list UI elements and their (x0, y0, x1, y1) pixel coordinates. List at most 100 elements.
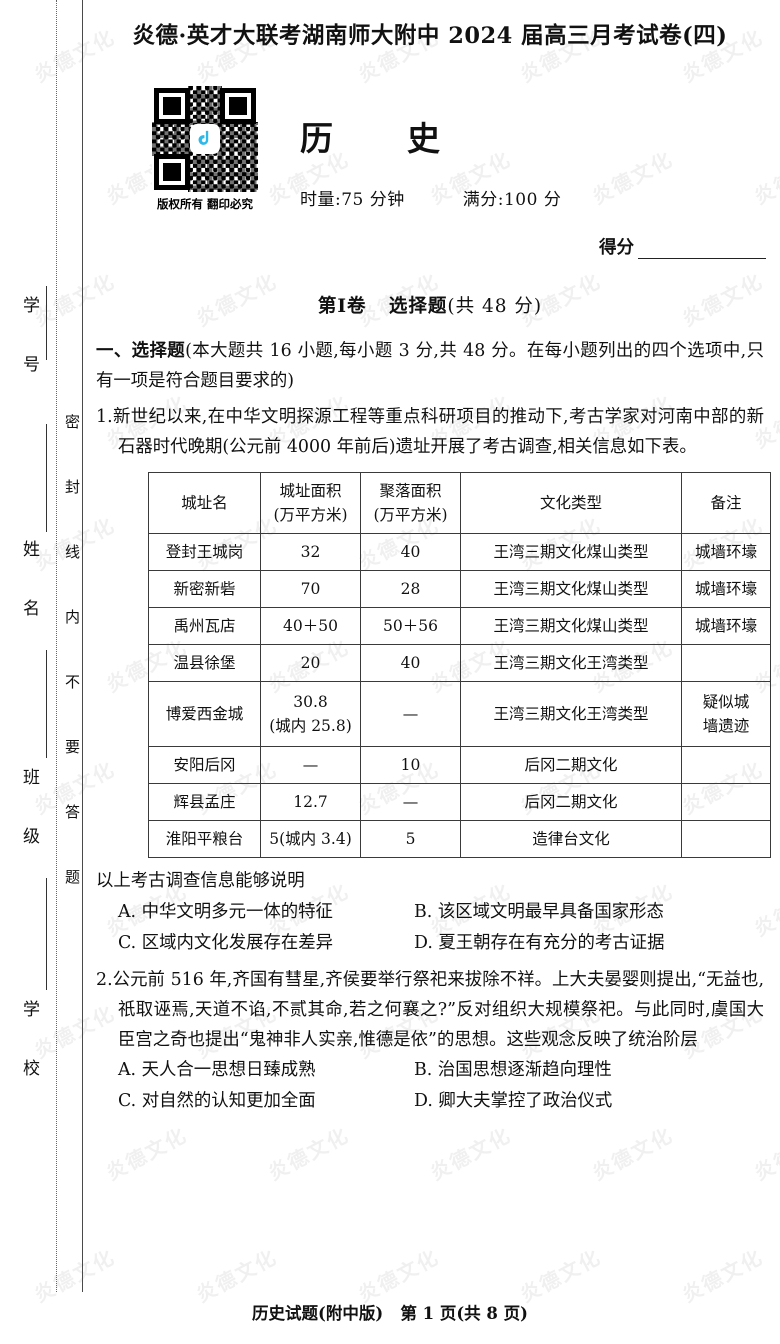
watermark-text: 炎德文化 (426, 1122, 516, 1186)
table-cell-city-area: 30.8 (城内 25.8) (260, 681, 361, 747)
table-cell-site: 登封王城岗 (148, 533, 261, 571)
exam-duration: 时量:75 分钟 (300, 190, 405, 210)
sidebar-field-school: 学 校 (19, 1000, 39, 1087)
table-header: 城址名 城址面积 (万平方米) 聚落面积 (万平方米) 文化类型 备注 (148, 472, 771, 534)
table-header-note-l1: 备注 (710, 494, 742, 512)
question-1-lead: 以上考古调查信息能够说明 (96, 871, 305, 891)
big-question-one: 一、选择题(本大题共 16 小题,每小题 3 分,共 48 分。在每小题列出的四… (96, 336, 764, 396)
page-title: 炎德·英才大联考湖南师大附中 2024 届高三月考试卷(四) (132, 23, 728, 49)
question-1-option-b[interactable]: B. 该区域文明最早具备国家形态 (414, 902, 664, 922)
table-header-city-area: 城址面积 (万平方米) (260, 472, 361, 534)
copyright-notice: 版权所有 翻印必究 (156, 197, 253, 211)
table-row: 登封王城岗 32 40 王湾三期文化煤山类型 城墙环壕 (148, 533, 771, 571)
footer-page-info: 第 1 页(共 8 页) (400, 1304, 528, 1323)
table-header-row: 城址名 城址面积 (万平方米) 聚落面积 (万平方米) 文化类型 备注 (148, 472, 771, 534)
question-2-option-row-2: C. 对自然的认知更加全面 D. 卿大夫掌控了政治仪式 (96, 1086, 764, 1117)
table-cell-settlement-area: 28 (360, 570, 461, 608)
qr-finder-icon-top-left (154, 88, 190, 124)
question-2-stem: 公元前 516 年,齐国有彗星,齐侯要举行祭祀来拔除不祥。上大夫晏婴则提出,“无… (112, 970, 764, 1050)
question-2-option-d[interactable]: D. 卿大夫掌控了政治仪式 (414, 1091, 613, 1111)
question-2-option-c[interactable]: C. 对自然的认知更加全面 (118, 1091, 316, 1111)
question-2-option-a[interactable]: A. 天人合一思想日臻成熟 (118, 1060, 316, 1080)
table-cell-settlement-area: — (360, 681, 461, 747)
binding-dotted-rule (56, 0, 57, 1292)
sidebar-rule-student-id (46, 286, 47, 360)
question-1-option-c[interactable]: C. 区域内文化发展存在差异 (118, 933, 334, 953)
question-1-stem-wrap: 1.新世纪以来,在中华文明探源工程等重点科研项目的推动下,考古学家对河南中部的新… (96, 402, 764, 462)
table-row: 安阳后冈 —10 后冈二期文化 (148, 746, 771, 784)
archaeology-table: 城址名 城址面积 (万平方米) 聚落面积 (万平方米) 文化类型 备注 (148, 472, 771, 858)
part-one-name: 选择题 (388, 296, 448, 317)
subject-title: 历史 (300, 112, 442, 160)
table-cell-culture: 王湾三期文化煤山类型 (460, 570, 682, 608)
qr-finder-icon-bottom-left (154, 154, 190, 190)
sidebar-rule-name (46, 424, 47, 532)
binding-solid-rule (82, 0, 83, 1292)
watermark-text: 炎德文化 (588, 1122, 678, 1186)
table-row: 新密新砦 70 28 王湾三期文化煤山类型 城墙环壕 (148, 570, 771, 608)
table-cell-site: 禹州瓦店 (148, 607, 261, 645)
table-cell-city-area: 20 (260, 644, 361, 682)
table-cell-note: 疑似城 墙遗迹 (681, 681, 771, 747)
page-footer: 历史试题(附中版) 第 1 页(共 8 页) (0, 1300, 780, 1324)
table-cell-note (681, 746, 771, 784)
table-cell-settlement-area: 10 (360, 746, 461, 784)
watermark-text: 炎德文化 (516, 1244, 606, 1308)
subject-char-2: 史 (407, 119, 442, 158)
watermark-text: 炎德文化 (750, 146, 780, 210)
table-body: 登封王城岗 32 40 王湾三期文化煤山类型 城墙环壕 新密新砦 70 28 王湾三期文化煤山类… (148, 533, 771, 858)
exam-total-score: 满分:100 分 (462, 190, 562, 210)
question-1-stem: 新世纪以来,在中华文明探源工程等重点科研项目的推动下,考古学家对河南中部的新石器… (112, 407, 764, 457)
table-header-settlement-area-l2: (万平方米) (373, 506, 448, 524)
footer-paper-name: 历史试题(附中版) (252, 1304, 384, 1323)
table-row: 辉县孟庄 12.7— 后冈二期文化 (148, 783, 771, 821)
part-one-score: (共 48 分) (447, 296, 543, 317)
table-cell-culture: 王湾三期文化煤山类型 (460, 607, 682, 645)
main-content: 第Ⅰ卷 选择题(共 48 分) 一、选择题(本大题共 16 小题,每小题 3 分… (96, 292, 771, 1117)
question-2-option-b[interactable]: B. 治国思想逐渐趋向理性 (414, 1060, 612, 1080)
table-cell-city-area: 40＋50 (260, 607, 361, 645)
table-cell-culture: 造律台文化 (460, 820, 682, 858)
table-header-settlement-area-l1: 聚落面积 (379, 482, 442, 500)
table-cell-city-area: 5(城内 3.4) (260, 820, 361, 858)
table-row: 博爱西金城 30.8 (城内 25.8) — 王湾三期文化王湾类型 疑似城 墙遗迹 (148, 681, 771, 747)
seal-line-text: 密 封 线 内 不 要 答 题 (63, 414, 81, 900)
question-1-option-a[interactable]: A. 中华文明多元一体的特征 (118, 902, 333, 922)
question-2-option-row-1: A. 天人合一思想日臻成熟 B. 治国思想逐渐趋向理性 (96, 1055, 764, 1086)
table-cell-note (681, 820, 771, 858)
watermark-text: 炎德文化 (750, 1122, 780, 1186)
question-2: 2.公元前 516 年,齐国有彗星,齐侯要举行祭祀来拔除不祥。上大夫晏婴则提出,… (96, 965, 764, 1055)
big-question-label: 一、选择题 (96, 341, 186, 361)
table-cell-settlement-area: — (360, 783, 461, 821)
table-cell-note: 城墙环壕 (681, 533, 771, 571)
table-header-city-area-l1: 城址面积 (279, 482, 342, 500)
question-1-option-d[interactable]: D. 夏王朝存在有充分的考古证据 (414, 933, 665, 953)
table-header-site-l1: 城址名 (181, 494, 228, 512)
sidebar-rule-school (46, 878, 47, 990)
question-2-options: A. 天人合一思想日臻成熟 B. 治国思想逐渐趋向理性 C. 对自然的认知更加全… (96, 1055, 764, 1117)
score-blank-line[interactable] (638, 241, 766, 259)
table-cell-settlement-area: 40 (360, 533, 461, 571)
brand-logo-icon (190, 124, 220, 154)
table-cell-settlement-area: 50＋56 (360, 607, 461, 645)
question-1-option-row-1: A. 中华文明多元一体的特征 B. 该区域文明最早具备国家形态 (96, 897, 764, 928)
watermark-text: 炎德文化 (264, 1122, 354, 1186)
table-header-culture: 文化类型 (460, 472, 682, 534)
table-cell-city-area: — (260, 746, 361, 784)
table-cell-culture: 王湾三期文化王湾类型 (460, 644, 682, 682)
table-cell-culture: 王湾三期文化王湾类型 (460, 681, 682, 747)
table-header-site: 城址名 (148, 472, 261, 534)
subject-char-1: 历 (300, 119, 335, 158)
table-cell-culture: 后冈二期文化 (460, 783, 682, 821)
table-row: 禹州瓦店 40＋50 50＋56 王湾三期文化煤山类型 城墙环壕 (148, 607, 771, 645)
sidebar-field-student-id: 学 号 (19, 296, 39, 383)
table-cell-site: 淮阳平粮台 (148, 820, 261, 858)
score-field[interactable]: 得分 (599, 234, 766, 259)
table-header-culture-l1: 文化类型 (539, 494, 602, 512)
table-header-note: 备注 (681, 472, 771, 534)
question-2-number: 2. (96, 970, 113, 990)
question-1: 1.新世纪以来,在中华文明探源工程等重点科研项目的推动下,考古学家对河南中部的新… (96, 402, 764, 462)
table-row: 温县徐堡 20 40 王湾三期文化王湾类型 (148, 644, 771, 682)
exam-meta: 时量:75 分钟 满分:100 分 (300, 185, 561, 210)
